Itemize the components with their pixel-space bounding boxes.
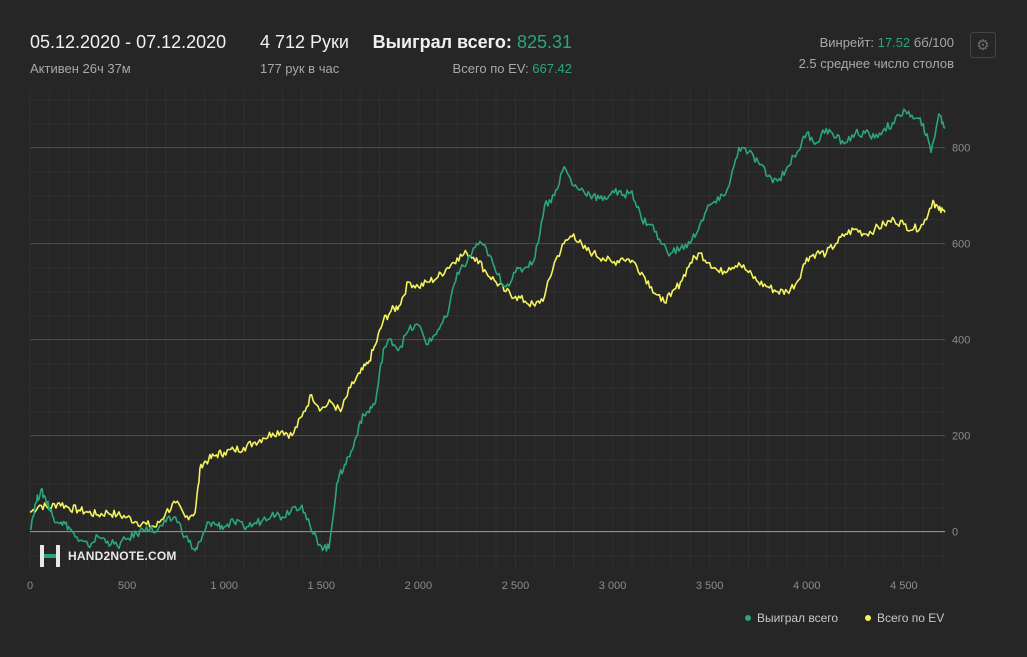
active-time: Активен 26ч 37м (30, 61, 131, 76)
grid (29, 90, 945, 570)
x-tick-label: 1 500 (308, 580, 336, 592)
won-total: Выиграл всего: 825.31 (373, 32, 572, 53)
series-line-ev (29, 199, 946, 528)
watermark: HAND2NOTE.COM (40, 545, 177, 567)
winrate-label: Винрейт: (819, 35, 874, 50)
hands-rate: 177 рук в час (260, 61, 340, 76)
y-tick-label: 200 (952, 431, 970, 443)
legend-won-dot (745, 614, 751, 621)
ev-value: 667.42 (532, 61, 572, 76)
series-layer (29, 108, 946, 552)
hands-count: 4 712 Руки (260, 32, 349, 52)
legend-ev-label: Всего по EV (877, 611, 945, 625)
settings-button[interactable]: ⚙ (970, 32, 996, 58)
legend-ev-dot (865, 614, 871, 621)
watermark-text: HAND2NOTE.COM (68, 549, 177, 563)
won-label: Выиграл всего: (372, 32, 512, 52)
winrate-value: 17.52 (877, 35, 911, 50)
gear-icon: ⚙ (976, 37, 990, 54)
winrate: Винрейт: 17.52 бб/100 (799, 35, 954, 50)
x-tick-label: 3 500 (696, 580, 724, 592)
x-tick-label: 3 000 (599, 580, 627, 592)
y-tick-label: 600 (952, 239, 970, 251)
x-tick-label: 2 000 (405, 580, 433, 592)
y-tick-label: 0 (952, 527, 958, 539)
legend-ev[interactable]: Всего по EV (865, 611, 944, 625)
date-range: 05.12.2020 - 07.12.2020 (30, 32, 227, 52)
ev-total: Всего по EV: 667.42 (373, 61, 572, 76)
x-tick-label: 1 000 (210, 580, 238, 592)
series-line-won (29, 108, 946, 552)
x-tick-label: 2 500 (502, 580, 530, 592)
x-tick-label: 4 500 (890, 580, 918, 592)
y-tick-label: 400 (952, 335, 970, 347)
y-tick-label: 800 (952, 143, 970, 155)
h2n-logo-icon (40, 545, 60, 567)
legend-won[interactable]: Выиграл всего (745, 611, 838, 625)
winrate-unit: бб/100 (913, 35, 954, 50)
legend-won-label: Выиграл всего (757, 611, 839, 625)
ev-label: Всего по EV: (452, 61, 529, 76)
avg-tables: 2.5 среднее число столов (798, 56, 954, 71)
x-tick-label: 500 (118, 580, 136, 592)
x-tick-label: 0 (27, 580, 33, 592)
tick-labels: 0 200 400 600 800 0 500 1 000 1 500 2 000 2 500 3 0… (27, 143, 970, 592)
x-tick-label: 4 000 (793, 580, 821, 592)
won-value: 825.31 (516, 32, 572, 52)
